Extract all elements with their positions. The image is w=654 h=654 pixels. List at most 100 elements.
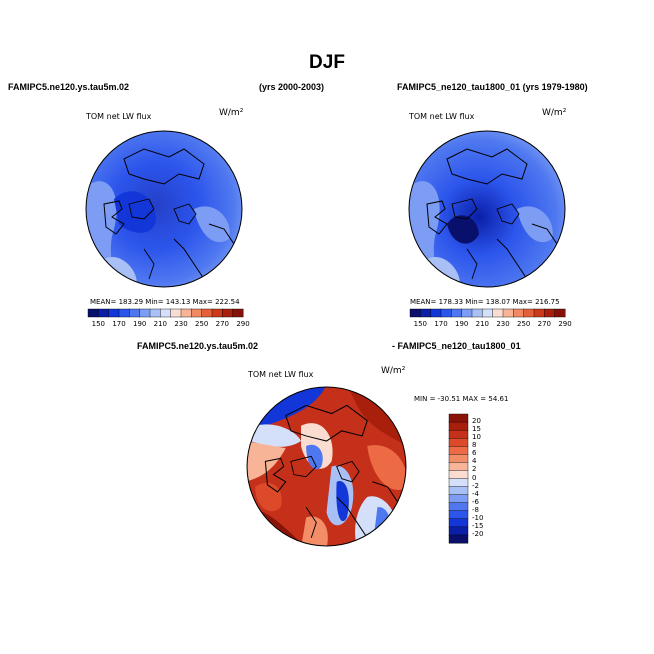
left-run-title: FAMIPC5.ne120.ys.tau5m.02 (8, 82, 130, 92)
diff-colorbar-tick-label: 10 (472, 433, 481, 442)
diff-colorbar-swatch (448, 429, 469, 439)
left-colorbar-tick-label: 250 (195, 320, 209, 328)
diff-colorbar-tick-label: -20 (472, 529, 484, 538)
right-colorbar-swatch (461, 308, 473, 318)
left-colorbar-tick-label: 210 (153, 320, 167, 328)
diff-colorbar-swatch (448, 462, 469, 471)
left-colorbar-tick-label: 150 (91, 320, 105, 328)
right-colorbar-swatch (533, 308, 545, 318)
diff-polar-map (246, 386, 407, 547)
left-units-label: W/m² (219, 108, 244, 118)
left-years: (yrs 2000-2003) (259, 82, 325, 92)
diff-units-label: W/m² (381, 366, 406, 376)
diff-colorbar-swatch (448, 526, 469, 536)
diff-colorbar-tick-label: -15 (472, 521, 484, 530)
diff-colorbar (448, 413, 469, 544)
season-title: DJF (309, 52, 345, 73)
diff-colorbar-swatch (448, 502, 469, 512)
right-units-label: W/m² (542, 108, 567, 118)
diff-colorbar-tick-label: -8 (472, 505, 479, 514)
left-variable-label: TOM net LW flux (86, 112, 152, 121)
diff-stats: MIN = -30.51 MAX = 54.61 (414, 395, 509, 403)
diff-colorbar-tick-label: 8 (472, 441, 477, 450)
diff-title-right: - FAMIPC5_ne120_tau1800_01 (392, 341, 521, 351)
right-colorbar-swatch (492, 308, 504, 318)
right-stats: MEAN= 178.33 Min= 138.07 Max= 216.75 (410, 298, 560, 306)
right-colorbar-tick-label: 150 (413, 320, 427, 328)
diff-colorbar-tick-label: -10 (472, 513, 484, 522)
left-colorbar-swatch (149, 308, 161, 318)
left-colorbar-swatch (201, 308, 213, 318)
right-colorbar-swatch (544, 308, 556, 318)
right-polar-map (408, 130, 566, 288)
right-colorbar-swatch (451, 308, 463, 318)
left-colorbar-tick-label: 230 (174, 320, 188, 328)
diff-colorbar-tick-label: 6 (472, 449, 477, 458)
left-colorbar-tick-label: 190 (133, 320, 147, 328)
right-colorbar-swatch (513, 308, 525, 318)
diff-colorbar-swatch (448, 470, 469, 479)
diff-colorbar-swatch (448, 413, 469, 423)
diff-colorbar-tick-label: 4 (472, 457, 477, 466)
left-colorbar-swatch (129, 308, 141, 318)
right-colorbar-tick-label: 170 (434, 320, 448, 328)
left-colorbar-swatch (211, 308, 223, 318)
right-variable-label: TOM net LW flux (409, 112, 475, 121)
diff-colorbar-swatch (448, 518, 469, 528)
right-colorbar-swatch (420, 308, 432, 318)
left-colorbar-swatch (191, 308, 203, 318)
diff-colorbar-swatch (448, 421, 469, 431)
diff-colorbar-tick-label: 20 (472, 417, 481, 426)
right-colorbar-swatch (430, 308, 442, 318)
diff-colorbar-tick-label: -2 (472, 481, 479, 490)
right-colorbar-tick-label: 230 (496, 320, 510, 328)
diff-colorbar-tick-label: 2 (472, 465, 477, 474)
right-colorbar-swatch (502, 308, 514, 318)
right-colorbar-swatch (523, 308, 535, 318)
right-colorbar-tick-label: 250 (517, 320, 531, 328)
diff-colorbar-swatch (448, 510, 469, 520)
diff-colorbar-swatch (448, 534, 469, 544)
left-colorbar-swatch (170, 308, 182, 318)
left-colorbar (87, 308, 244, 318)
right-colorbar-swatch (471, 308, 483, 318)
left-colorbar-tick-label: 290 (236, 320, 250, 328)
left-colorbar-tick-label: 270 (215, 320, 229, 328)
diff-colorbar-tick-label: 15 (472, 425, 481, 434)
diff-title-left: FAMIPC5.ne120.ys.tau5m.02 (137, 341, 259, 351)
left-colorbar-swatch (160, 308, 172, 318)
left-stats: MEAN= 183.29 Min= 143.13 Max= 222.54 (90, 298, 240, 306)
right-colorbar-swatch (482, 308, 494, 318)
right-colorbar-swatch (440, 308, 452, 318)
right-colorbar-labels: 150 170 190 210 230 250 270 290 (410, 320, 572, 330)
left-colorbar-labels: 150 170 190 210 230 250 270 290 (88, 320, 250, 330)
diff-colorbar-tick-label: 0 (472, 473, 477, 482)
right-colorbar-tick-label: 190 (455, 320, 469, 328)
left-colorbar-tick-label: 170 (112, 320, 126, 328)
left-colorbar-swatch (87, 308, 99, 318)
right-colorbar-swatch (554, 308, 566, 318)
diff-colorbar-swatch (448, 494, 469, 504)
diff-colorbar-swatch (448, 454, 469, 463)
right-colorbar (409, 308, 566, 318)
diff-colorbar-swatch (448, 478, 469, 488)
diff-colorbar-swatch (448, 486, 469, 496)
left-colorbar-swatch (180, 308, 192, 318)
left-polar-map (85, 130, 243, 288)
right-colorbar-tick-label: 210 (475, 320, 489, 328)
right-colorbar-tick-label: 270 (537, 320, 551, 328)
left-colorbar-swatch (139, 308, 151, 318)
right-colorbar-swatch (409, 308, 421, 318)
diff-colorbar-swatch (448, 446, 469, 455)
diff-colorbar-tick-label: -6 (472, 497, 479, 506)
right-run-title: FAMIPC5_ne120_tau1800_01 (yrs 1979-1980) (397, 82, 588, 92)
left-colorbar-swatch (222, 308, 234, 318)
left-colorbar-swatch (108, 308, 120, 318)
left-colorbar-swatch (98, 308, 110, 318)
diff-colorbar-labels: 20 15 10 8 6 4 2 0 -2 -4 -6 -8 -10 -15 -20 (472, 414, 502, 543)
right-colorbar-tick-label: 290 (558, 320, 572, 328)
left-colorbar-swatch (232, 308, 244, 318)
diff-colorbar-swatch (448, 437, 469, 447)
left-colorbar-swatch (118, 308, 130, 318)
diff-variable-label: TOM net LW flux (248, 370, 314, 379)
